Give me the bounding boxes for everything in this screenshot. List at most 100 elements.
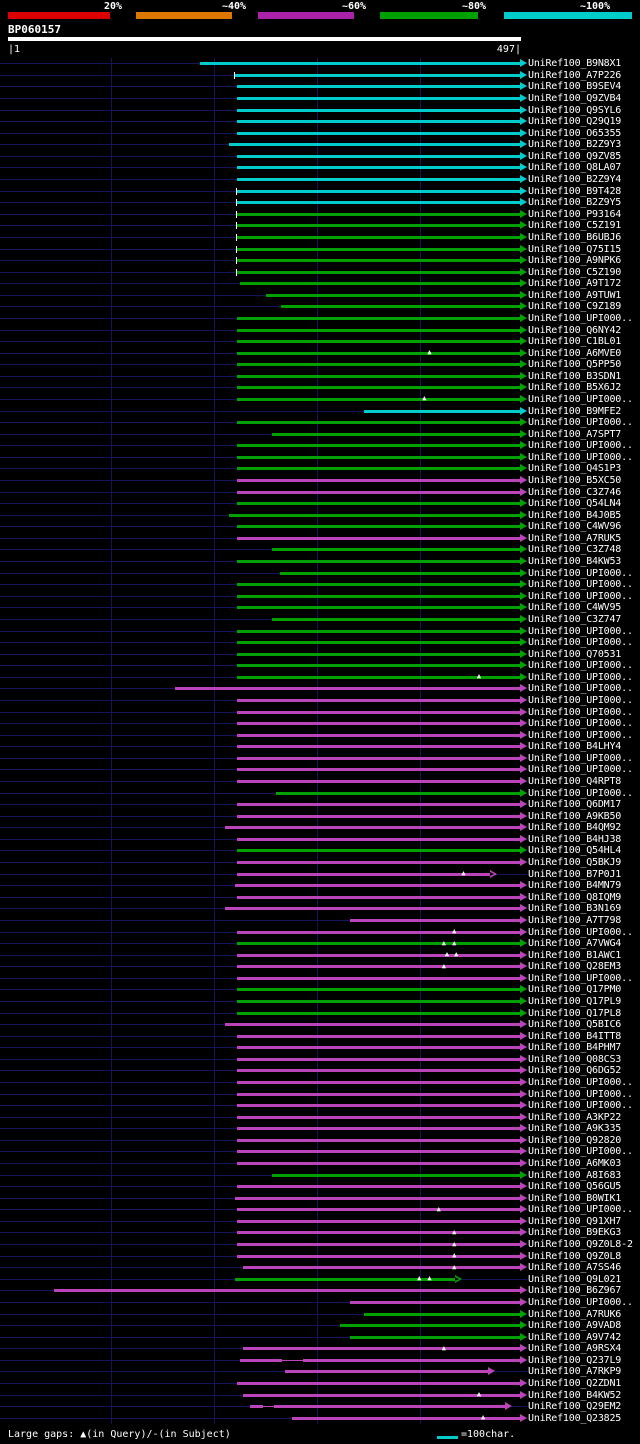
alignment-row-label[interactable]: UniRef100_Q2ZDN1: [528, 1377, 622, 1389]
alignment-row-label[interactable]: UniRef100_B9SEV4: [528, 81, 622, 93]
alignment-row[interactable]: ▲ ▲ UniRef100_B1AWC1: [0, 949, 640, 961]
alignment-row[interactable]: UniRef100_UPI000..: [0, 683, 640, 695]
alignment-row-label[interactable]: UniRef100_C1BL01: [528, 336, 622, 348]
alignment-row-label[interactable]: UniRef100_A7RUK5: [528, 532, 622, 544]
alignment-row-label[interactable]: UniRef100_UPI000..: [528, 718, 633, 730]
alignment-row-label[interactable]: UniRef100_A9K335: [528, 1123, 622, 1135]
alignment-row[interactable]: UniRef100_UPI000..: [0, 440, 640, 452]
alignment-row-label[interactable]: UniRef100_Q28EM3: [528, 961, 622, 973]
alignment-row[interactable]: UniRef100_C3Z748: [0, 544, 640, 556]
alignment-row[interactable]: UniRef100_A9K335: [0, 1123, 640, 1135]
alignment-row-label[interactable]: UniRef100_C4WV96: [528, 521, 622, 533]
alignment-row[interactable]: UniRef100_Q8LA07: [0, 162, 640, 174]
alignment-row-label[interactable]: UniRef100_B2Z9Y5: [528, 197, 622, 209]
alignment-row-label[interactable]: UniRef100_UPI000..: [528, 926, 633, 938]
alignment-row-label[interactable]: UniRef100_Q54LN4: [528, 498, 622, 510]
alignment-row-label[interactable]: UniRef100_A7T798: [528, 914, 622, 926]
alignment-row[interactable]: UniRef100_B4HJ38: [0, 834, 640, 846]
alignment-row-label[interactable]: UniRef100_Q8LA07: [528, 162, 622, 174]
alignment-row-label[interactable]: UniRef100_Q9ZVB4: [528, 93, 622, 104]
alignment-row[interactable]: UniRef100_UPI000..: [0, 1077, 640, 1089]
alignment-row[interactable]: UniRef100_Q5PP50: [0, 359, 640, 371]
alignment-row[interactable]: UniRef100_B4LHY4: [0, 741, 640, 753]
alignment-row[interactable]: UniRef100_UPI000..: [0, 567, 640, 579]
alignment-row[interactable]: UniRef100_C4WV96: [0, 521, 640, 533]
alignment-row-label[interactable]: UniRef100_A3KP22: [528, 1111, 622, 1123]
alignment-row-label[interactable]: UniRef100_B9T428: [528, 185, 622, 197]
alignment-row-label[interactable]: UniRef100_Q08CS3: [528, 1053, 622, 1065]
alignment-row[interactable]: UniRef100_UPI000..: [0, 1100, 640, 1112]
alignment-row-label[interactable]: UniRef100_A7RKP9: [528, 1366, 622, 1378]
alignment-row[interactable]: UniRef100_Q5BKJ9: [0, 857, 640, 869]
alignment-row-label[interactable]: UniRef100_Q9ZV85: [528, 150, 622, 162]
alignment-row[interactable]: UniRef100_UPI000..: [0, 729, 640, 741]
alignment-row[interactable]: UniRef100_C5Z191: [0, 220, 640, 232]
alignment-row[interactable]: UniRef100_B5XC50: [0, 475, 640, 487]
alignment-row[interactable]: UniRef100_Q75I15: [0, 243, 640, 255]
alignment-row-label[interactable]: UniRef100_Q6DG52: [528, 1065, 622, 1077]
alignment-row-label[interactable]: UniRef100_B6UBJ6: [528, 231, 622, 243]
alignment-row[interactable]: UniRef100_UPI000..: [0, 417, 640, 429]
alignment-row-label[interactable]: UniRef100_B3N169: [528, 903, 622, 915]
alignment-row[interactable]: UniRef100_Q6DG52: [0, 1065, 640, 1077]
alignment-row[interactable]: UniRef100_A9V742: [0, 1331, 640, 1343]
alignment-row-label[interactable]: UniRef100_Q17PM0: [528, 984, 622, 996]
alignment-row[interactable]: UniRef100_Q6NY42: [0, 324, 640, 336]
alignment-row[interactable]: UniRef100_UPI000..: [0, 452, 640, 464]
alignment-row[interactable]: UniRef100_B6Z967: [0, 1285, 640, 1297]
alignment-row[interactable]: UniRef100_A9NPK6: [0, 255, 640, 267]
alignment-row[interactable]: ▲ UniRef100_A9RSX4: [0, 1343, 640, 1355]
alignment-row-label[interactable]: UniRef100_Q9SYL6: [528, 104, 622, 116]
alignment-row[interactable]: UniRef100_UPI000..: [0, 718, 640, 730]
alignment-row[interactable]: UniRef100_B4PHM7: [0, 1042, 640, 1054]
alignment-row-label[interactable]: UniRef100_A9NPK6: [528, 255, 622, 267]
alignment-row-label[interactable]: UniRef100_UPI000..: [528, 1100, 633, 1112]
alignment-row[interactable]: UniRef100_UPI000..: [0, 660, 640, 672]
alignment-row-label[interactable]: UniRef100_B2Z9Y4: [528, 174, 622, 186]
alignment-row[interactable]: ▲ UniRef100_A7SS46: [0, 1262, 640, 1274]
alignment-row[interactable]: UniRef100_UPI000..: [0, 787, 640, 799]
alignment-row-label[interactable]: UniRef100_UPI000..: [528, 660, 633, 672]
alignment-row[interactable]: ▲ UniRef100_Q9Z0L8-2: [0, 1239, 640, 1251]
alignment-row-label[interactable]: UniRef100_Q4S1P3: [528, 463, 622, 475]
alignment-row-label[interactable]: UniRef100_Q70531: [528, 648, 622, 660]
alignment-row-label[interactable]: UniRef100_B4PHM7: [528, 1042, 622, 1054]
alignment-row-label[interactable]: UniRef100_B4KW53: [528, 556, 622, 568]
alignment-row[interactable]: UniRef100_C9Z189: [0, 301, 640, 313]
alignment-row[interactable]: ▲ UniRef100_A6MVE0: [0, 347, 640, 359]
alignment-row[interactable]: UniRef100_B6UBJ6: [0, 232, 640, 244]
alignment-row-label[interactable]: UniRef100_C3Z746: [528, 486, 622, 498]
alignment-row-label[interactable]: UniRef100_UPI000..: [528, 579, 633, 591]
alignment-row-label[interactable]: UniRef100_UPI000..: [528, 706, 633, 718]
alignment-row-label[interactable]: UniRef100_UPI000..: [528, 440, 633, 452]
alignment-row-label[interactable]: UniRef100_UPI000..: [528, 787, 633, 799]
alignment-row[interactable]: UniRef100_B2Z9Y5: [0, 197, 640, 209]
alignment-row-label[interactable]: UniRef100_Q6NY42: [528, 324, 622, 336]
alignment-row[interactable]: UniRef100_Q54HL4: [0, 845, 640, 857]
alignment-row-label[interactable]: UniRef100_A8I683: [528, 1169, 622, 1181]
alignment-row-label[interactable]: UniRef100_C9Z189: [528, 301, 622, 313]
alignment-row-label[interactable]: UniRef100_P93164: [528, 208, 622, 220]
alignment-row-label[interactable]: UniRef100_A6MVE0: [528, 347, 622, 359]
alignment-row[interactable]: ▲ UniRef100_UPI000..: [0, 394, 640, 406]
alignment-row-label[interactable]: UniRef100_Q237L9: [528, 1354, 622, 1366]
alignment-row[interactable]: UniRef100_Q17PM0: [0, 984, 640, 996]
alignment-row[interactable]: UniRef100_Q29EM2: [0, 1401, 640, 1413]
alignment-row-label[interactable]: UniRef100_Q29EM2: [528, 1401, 622, 1413]
alignment-row-label[interactable]: UniRef100_B4J0B5: [528, 509, 622, 521]
alignment-row[interactable]: UniRef100_UPI000..: [0, 706, 640, 718]
alignment-row-label[interactable]: UniRef100_UPI000..: [528, 393, 633, 405]
alignment-row-label[interactable]: UniRef100_UPI000..: [528, 417, 633, 429]
alignment-row[interactable]: UniRef100_UPI000..: [0, 973, 640, 985]
alignment-row[interactable]: UniRef100_UPI000..: [0, 637, 640, 649]
alignment-row-label[interactable]: UniRef100_Q9Z0L8-2: [528, 1239, 633, 1251]
alignment-row[interactable]: UniRef100_Q17PL8: [0, 1007, 640, 1019]
alignment-row[interactable]: UniRef100_C5Z190: [0, 266, 640, 278]
alignment-row[interactable]: UniRef100_A7SPT7: [0, 428, 640, 440]
alignment-row[interactable]: UniRef100_B4J0B5: [0, 509, 640, 521]
alignment-row[interactable]: UniRef100_B4ITT8: [0, 1030, 640, 1042]
alignment-row[interactable]: UniRef100_B4KW53: [0, 556, 640, 568]
alignment-row[interactable]: UniRef100_UPI000..: [0, 1297, 640, 1309]
alignment-row[interactable]: UniRef100_B9T428: [0, 185, 640, 197]
alignment-row-label[interactable]: UniRef100_Q54HL4: [528, 845, 622, 857]
